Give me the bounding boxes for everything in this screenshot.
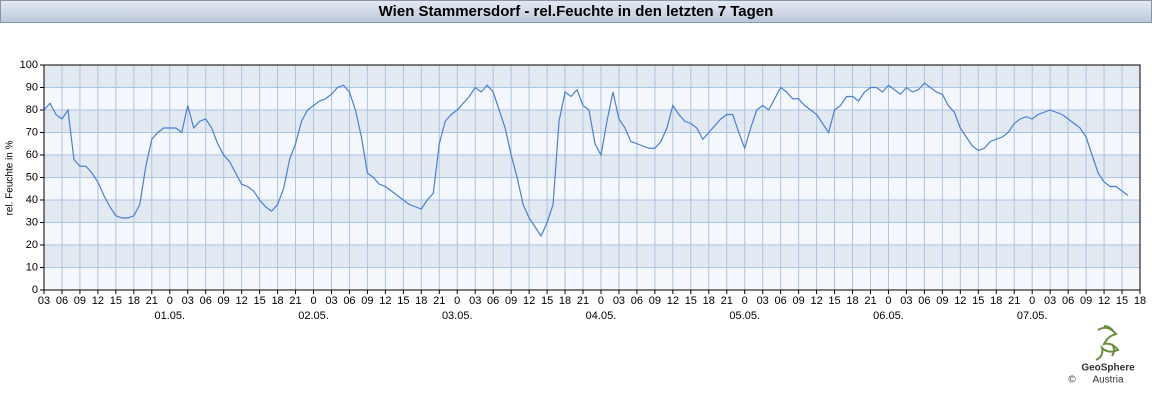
x-tick-label: 09 <box>74 295 86 307</box>
x-tick-label: 06 <box>1062 295 1074 307</box>
y-tick-label: 10 <box>26 261 38 273</box>
x-tick-label: 06 <box>56 295 68 307</box>
x-tick-label: 03 <box>325 295 337 307</box>
x-tick-label: 15 <box>685 295 697 307</box>
x-tick-label: 21 <box>433 295 445 307</box>
x-tick-label: 0 <box>598 295 604 307</box>
y-tick-label: 70 <box>26 126 38 138</box>
x-tick-label: 15 <box>828 295 840 307</box>
x-tick-label: 03 <box>613 295 625 307</box>
x-tick-label: 21 <box>146 295 158 307</box>
logo: GeoSphere Austria © <box>1068 325 1135 386</box>
x-tick-label: 18 <box>415 295 427 307</box>
y-axis-label: rel. Feuchte in % <box>5 140 16 215</box>
x-tick-label: 15 <box>972 295 984 307</box>
x-tick-label: 03 <box>38 295 50 307</box>
band <box>44 200 1140 223</box>
x-tick-label: 15 <box>397 295 409 307</box>
x-tick-label: 09 <box>505 295 517 307</box>
y-tick-label: 30 <box>26 216 38 228</box>
x-tick-label: 12 <box>954 295 966 307</box>
x-tick-label: 03 <box>900 295 912 307</box>
x-tick-label: 12 <box>92 295 104 307</box>
y-tick-label: 60 <box>26 149 38 161</box>
x-tick-label: 03 <box>757 295 769 307</box>
date-label: 07.05. <box>1017 310 1048 322</box>
x-tick-label: 18 <box>846 295 858 307</box>
x-tick-label: 21 <box>289 295 301 307</box>
band <box>44 245 1140 268</box>
x-tick-label: 12 <box>236 295 248 307</box>
x-tick-label: 0 <box>742 295 748 307</box>
data-line <box>43 82 1129 238</box>
date-label: 04.05. <box>586 310 617 322</box>
chart-title: Wien Stammersdorf - rel.Feuchte in den l… <box>379 3 774 20</box>
x-tick-label: 09 <box>936 295 948 307</box>
x-tick-label: 21 <box>864 295 876 307</box>
x-tick-label: 15 <box>1116 295 1128 307</box>
band <box>44 155 1140 178</box>
x-tick-label: 0 <box>885 295 891 307</box>
x-tick-label: 12 <box>379 295 391 307</box>
logo-sub: Austria <box>1092 375 1124 386</box>
y-tick-label: 90 <box>26 81 38 93</box>
x-tick-label: 18 <box>990 295 1002 307</box>
logo-name: GeoSphere <box>1081 363 1135 374</box>
y-tick-label: 80 <box>26 104 38 116</box>
logo-mark <box>1095 325 1120 361</box>
y-tick-label: 0 <box>32 284 38 296</box>
x-tick-label: 0 <box>167 295 173 307</box>
band <box>44 65 1140 88</box>
x-tick-label: 06 <box>918 295 930 307</box>
x-tick-label: 0 <box>310 295 316 307</box>
x-tick-label: 06 <box>775 295 787 307</box>
x-tick-label: 06 <box>343 295 355 307</box>
copyright: © <box>1068 375 1076 386</box>
x-tick-label: 12 <box>810 295 822 307</box>
y-tick-label: 20 <box>26 239 38 251</box>
x-tick-label: 18 <box>271 295 283 307</box>
x-tick-label: 21 <box>721 295 733 307</box>
x-tick-label: 09 <box>361 295 373 307</box>
date-label: 03.05. <box>442 310 473 322</box>
x-tick-label: 06 <box>487 295 499 307</box>
x-tick-label: 12 <box>1098 295 1110 307</box>
x-tick-label: 12 <box>523 295 535 307</box>
x-tick-label: 12 <box>667 295 679 307</box>
x-tick-label: 03 <box>1044 295 1056 307</box>
x-tick-label: 18 <box>128 295 140 307</box>
band <box>44 110 1140 133</box>
x-tick-label: 0 <box>1029 295 1035 307</box>
x-tick-label: 21 <box>1008 295 1020 307</box>
x-tick-label: 18 <box>703 295 715 307</box>
x-tick-label: 09 <box>1080 295 1092 307</box>
x-tick-label: 09 <box>218 295 230 307</box>
x-tick-label: 09 <box>649 295 661 307</box>
x-tick-label: 03 <box>469 295 481 307</box>
x-tick-label: 15 <box>541 295 553 307</box>
y-tick-label: 50 <box>26 171 38 183</box>
x-tick-label: 15 <box>253 295 265 307</box>
date-label: 02.05. <box>298 310 329 322</box>
date-label: 01.05. <box>154 310 185 322</box>
x-tick-label: 06 <box>631 295 643 307</box>
date-label: 06.05. <box>873 310 904 322</box>
x-tick-label: 03 <box>182 295 194 307</box>
x-tick-label: 15 <box>110 295 122 307</box>
plot-frame <box>43 64 1141 291</box>
x-tick-label: 18 <box>559 295 571 307</box>
x-tick-label: 21 <box>577 295 589 307</box>
x-tick-label: 06 <box>200 295 212 307</box>
y-tick-label: 40 <box>26 194 38 206</box>
date-label: 05.05. <box>729 310 760 322</box>
x-tick-label: 0 <box>454 295 460 307</box>
x-tick-label: 09 <box>792 295 804 307</box>
x-tick-label: 18 <box>1134 295 1146 307</box>
y-tick-label: 100 <box>20 59 38 71</box>
